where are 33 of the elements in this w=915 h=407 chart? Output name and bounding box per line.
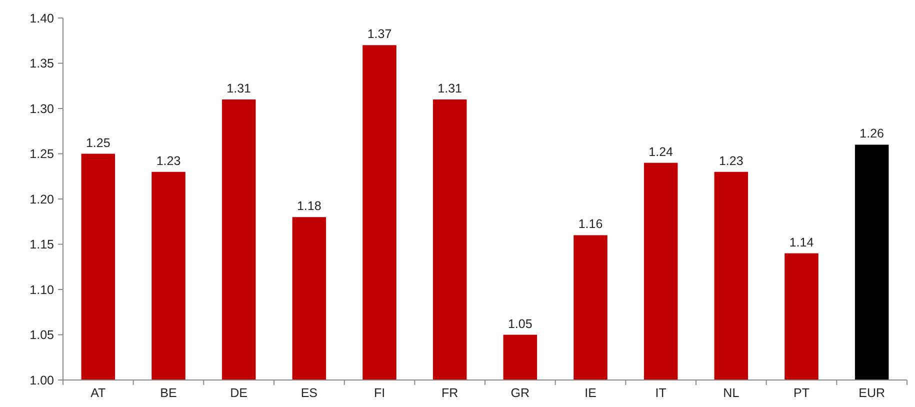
data-label: 1.16 [578, 217, 603, 232]
data-label: 1.14 [789, 235, 814, 250]
x-tick-label: FR [441, 386, 458, 400]
y-tick-label: 1.00 [30, 373, 54, 388]
y-tick-label: 1.15 [30, 238, 54, 252]
data-label: 1.31 [438, 81, 462, 96]
data-label: 1.23 [156, 154, 181, 168]
y-tick-label: 1.40 [30, 11, 54, 26]
x-tick-label: FI [374, 386, 386, 400]
x-tick-label: BE [160, 386, 177, 400]
x-tick-label: PT [794, 386, 810, 400]
x-tick-label: IE [584, 386, 596, 400]
y-tick-label: 1.10 [30, 282, 54, 297]
data-label: 1.37 [367, 27, 392, 42]
data-label: 1.23 [718, 154, 744, 168]
x-tick-label: IT [655, 386, 667, 400]
data-label: 1.25 [86, 136, 110, 150]
data-label: 1.26 [860, 126, 884, 141]
data-label: 1.18 [296, 199, 322, 214]
data-label: 1.31 [226, 81, 252, 96]
data-label: 1.05 [508, 316, 532, 331]
x-tick-label: DE [230, 386, 248, 400]
y-tick-label: 1.20 [30, 192, 54, 206]
x-tick-label: EUR [858, 386, 886, 400]
y-tick-label: 1.30 [30, 102, 54, 116]
y-tick-label: 1.05 [30, 328, 54, 342]
data-label: 1.24 [648, 144, 674, 159]
y-tick-label: 1.25 [30, 147, 54, 162]
y-tick-label: 1.35 [30, 56, 54, 71]
x-tick-label: ES [300, 386, 318, 400]
x-tick-label: AT [90, 386, 106, 400]
x-tick-label: NL [723, 386, 740, 400]
x-tick-label: GR [510, 386, 530, 400]
